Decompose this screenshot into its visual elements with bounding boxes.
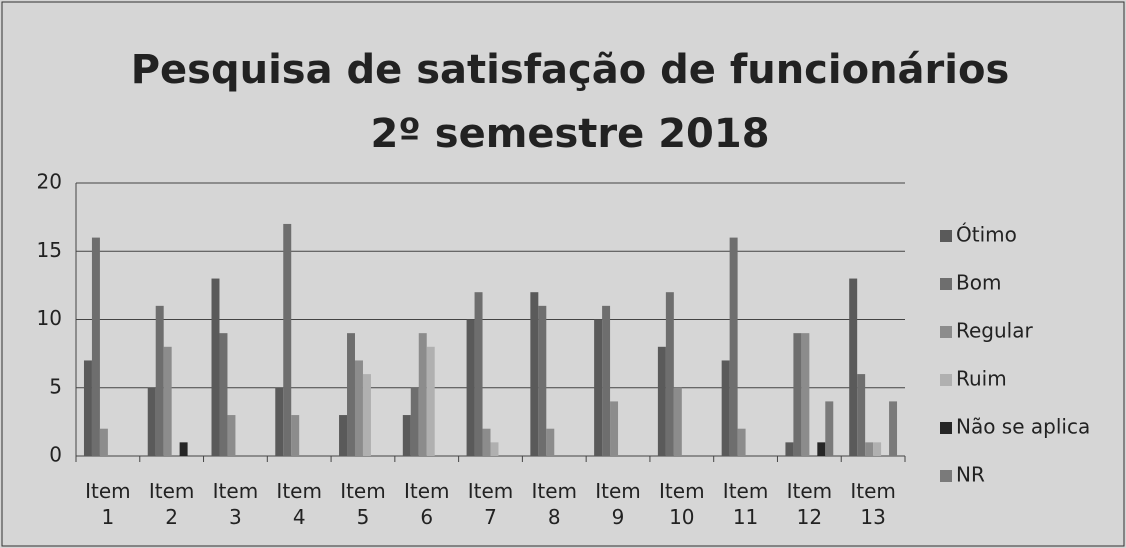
chart-title: Pesquisa de satisfação de funcionários 2… (130, 47, 1010, 157)
legend-swatch (940, 422, 952, 434)
bar (857, 374, 866, 456)
legend-swatch (940, 326, 952, 338)
x-tick-label: Item 9 (595, 479, 641, 529)
bar (354, 360, 363, 456)
bar (657, 346, 666, 456)
y-tick-label: 15 (37, 238, 62, 262)
bar (538, 305, 547, 456)
bar (99, 428, 108, 456)
bar (83, 360, 92, 456)
x-tick-label: Item 6 (403, 479, 450, 529)
bar (219, 333, 228, 456)
bar (737, 428, 746, 456)
bar (482, 428, 491, 456)
bar (474, 292, 483, 456)
legend-label: Ruim (956, 367, 1007, 391)
x-tick-label: Item 1 (85, 479, 131, 529)
bar (147, 387, 156, 456)
x-tick-label: Item 12 (786, 479, 833, 529)
legend-swatch (940, 278, 952, 290)
x-tick-label: Item 4 (276, 479, 322, 529)
bar (490, 442, 499, 456)
legend-label: Regular (956, 319, 1033, 343)
bar (602, 305, 611, 456)
bar (283, 223, 292, 456)
bar (227, 415, 236, 456)
bar (849, 278, 858, 456)
bar (291, 415, 300, 456)
bar (347, 333, 355, 456)
bar (665, 292, 674, 456)
legend-label: Bom (956, 271, 1001, 295)
bar (275, 387, 284, 456)
bar (530, 292, 539, 456)
bar (873, 442, 882, 456)
x-tick-label: Item 7 (467, 479, 514, 529)
bar (339, 415, 348, 456)
bar (729, 237, 738, 456)
bar (211, 278, 220, 456)
bar (594, 319, 603, 456)
bar (889, 401, 898, 456)
bar (155, 305, 164, 456)
bar (362, 374, 371, 456)
x-tick-label: Item 5 (340, 479, 386, 529)
x-tick-label: Item 13 (850, 479, 896, 529)
bar (825, 401, 834, 456)
bar (610, 401, 619, 456)
bar (426, 346, 435, 456)
bar (163, 346, 172, 456)
bar (418, 333, 427, 456)
x-tick-label: Item 10 (659, 479, 705, 529)
y-tick-label: 0 (49, 443, 62, 467)
legend-label: Não se aplica (956, 415, 1090, 439)
legend-swatch (940, 374, 952, 386)
legend-swatch (940, 230, 952, 242)
bar (466, 319, 475, 456)
bar (91, 237, 100, 456)
legend-label: Ótimo (956, 223, 1017, 247)
bar (865, 442, 874, 456)
bar (793, 333, 802, 456)
bar (546, 428, 555, 456)
x-tick-label: Item 11 (722, 479, 769, 529)
x-tick-label: Item 2 (148, 479, 195, 529)
x-tick-label: Item 8 (531, 479, 578, 529)
bar (817, 442, 826, 456)
bar (801, 333, 810, 456)
bar (785, 442, 794, 456)
y-tick-label: 20 (37, 170, 62, 194)
bar (673, 387, 682, 456)
legend-label: NR (956, 463, 985, 487)
bar (179, 442, 188, 456)
bar (410, 387, 419, 456)
y-tick-label: 5 (49, 374, 62, 398)
bar (721, 360, 730, 456)
y-tick-label: 10 (37, 306, 62, 330)
legend-swatch (940, 470, 952, 482)
bar (402, 415, 411, 456)
x-tick-label: Item 3 (212, 479, 259, 529)
